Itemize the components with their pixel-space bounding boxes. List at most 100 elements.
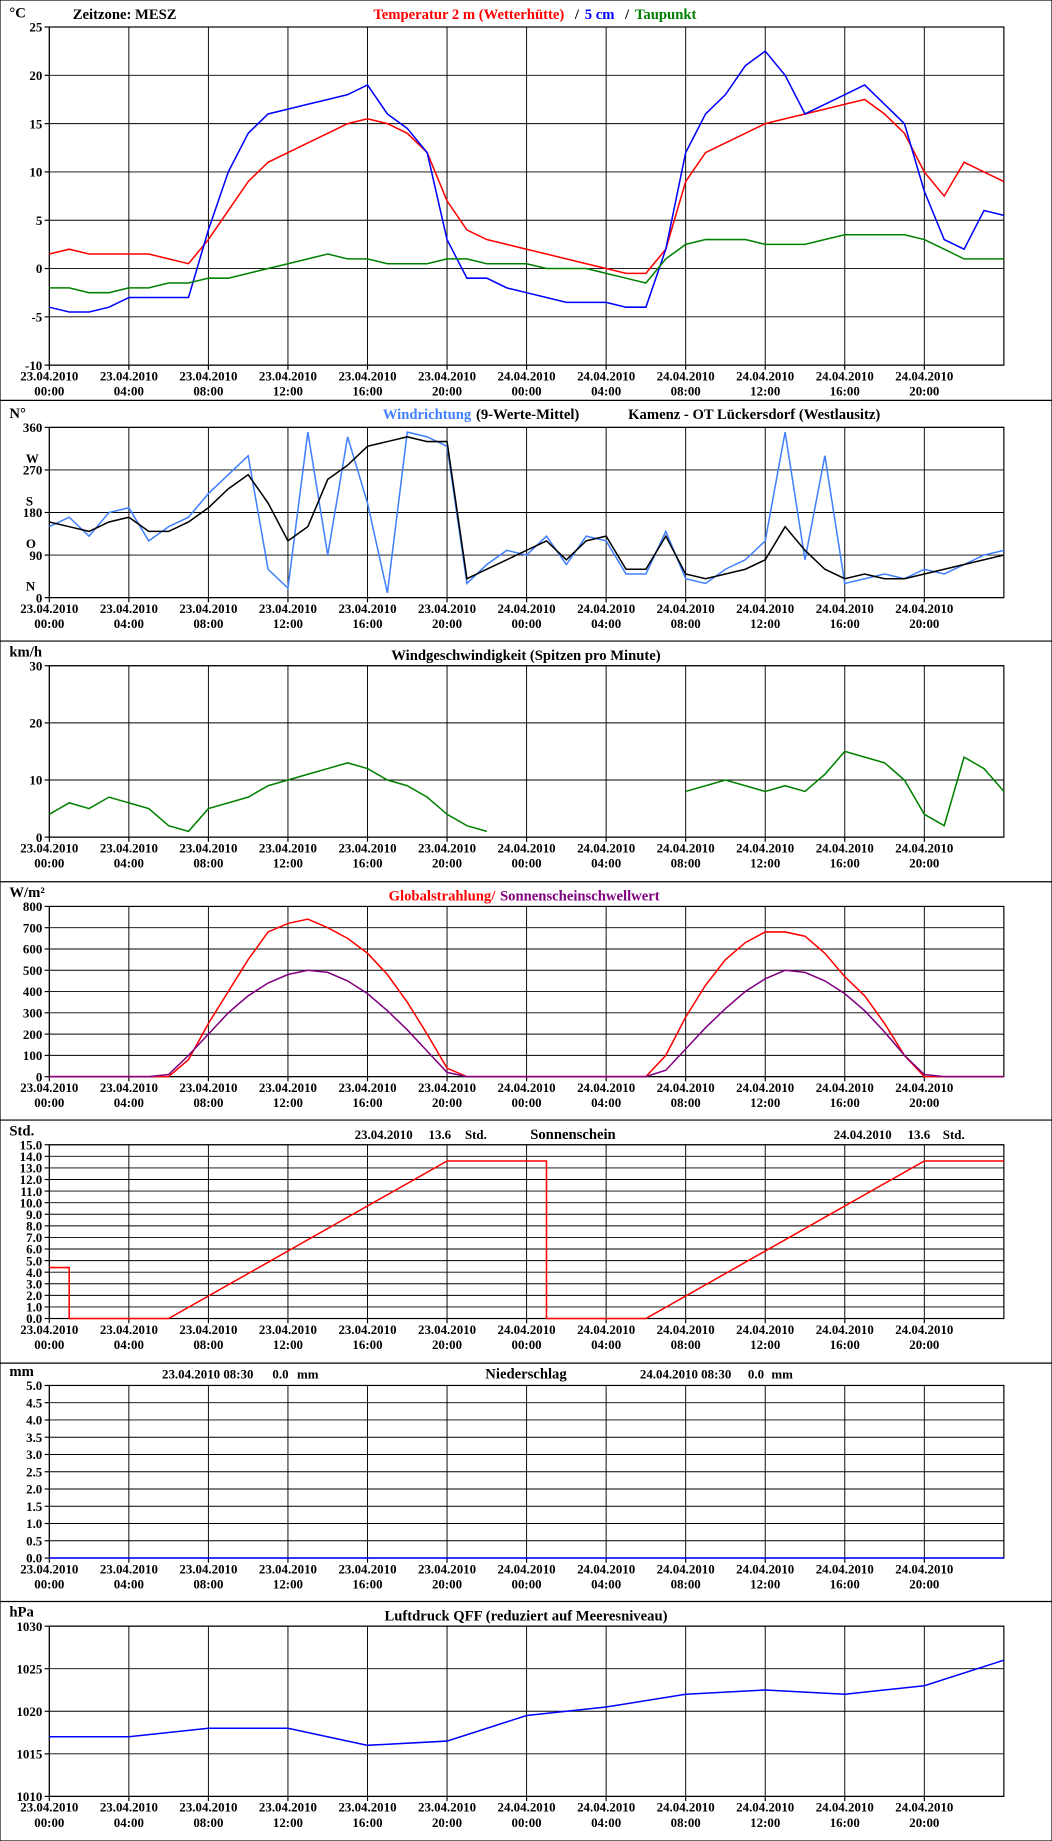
x-tick-label: 24.04.2010 16:00 bbox=[816, 1561, 874, 1591]
x-tick-label: 23.04.2010 04:00 bbox=[100, 368, 158, 398]
x-tick-label: 24.04.2010 16:00 bbox=[816, 368, 874, 398]
x-tick-label: 24.04.2010 08:00 bbox=[657, 1800, 715, 1830]
y-tick-label: 1.0 bbox=[26, 1516, 42, 1531]
y-tick-label: 1010 bbox=[16, 1789, 42, 1804]
y-tick-label: 1030 bbox=[16, 1619, 42, 1634]
unit-label: N° bbox=[9, 406, 26, 422]
x-tick-label: 24.04.2010 08:00 bbox=[657, 1080, 715, 1110]
y-tick-label: 15 bbox=[29, 116, 42, 131]
y-tick-label: 800 bbox=[23, 899, 42, 914]
legend-separator: / bbox=[574, 7, 580, 23]
x-tick-label: 24.04.2010 12:00 bbox=[736, 368, 794, 398]
x-tick-label: 24.04.2010 12:00 bbox=[736, 1322, 794, 1352]
y-tick-label: 4.0 bbox=[26, 1413, 42, 1428]
x-tick-label: 24.04.2010 20:00 bbox=[895, 1561, 953, 1591]
x-tick-label: 24.04.2010 08:00 bbox=[657, 1322, 715, 1352]
y-tick-label: 10 bbox=[29, 165, 42, 180]
chart-title: Sonnenschein bbox=[530, 1127, 616, 1143]
x-tick-label: 23.04.2010 08:00 bbox=[179, 1561, 237, 1591]
x-tick-label: 23.04.2010 04:00 bbox=[100, 840, 158, 870]
x-tick-label: 23.04.2010 12:00 bbox=[259, 1800, 317, 1830]
annotation: 0.0 bbox=[272, 1366, 288, 1381]
series-line bbox=[49, 1160, 1004, 1320]
x-tick-label: 23.04.2010 16:00 bbox=[338, 840, 396, 870]
y-tick-label: 6.0 bbox=[26, 1242, 42, 1257]
x-tick-label: 23.04.2010 16:00 bbox=[338, 368, 396, 398]
annotation: 24.04.2010 bbox=[834, 1127, 892, 1142]
y-tick-label: 13.0 bbox=[20, 1161, 43, 1176]
y-tick-label: 400 bbox=[23, 984, 42, 999]
y-tick-label: 1.0 bbox=[26, 1300, 42, 1315]
y-tick-label: 0.5 bbox=[26, 1533, 42, 1548]
y-tick-label: 700 bbox=[23, 920, 42, 935]
x-tick-label: 24.04.2010 12:00 bbox=[736, 840, 794, 870]
x-tick-label: 24.04.2010 12:00 bbox=[736, 601, 794, 631]
y-tick-label: 5 bbox=[36, 213, 42, 228]
y-tick-label: 180 bbox=[23, 505, 42, 520]
x-tick-label: 24.04.2010 00:00 bbox=[498, 1561, 556, 1591]
y-tick-label: 2.0 bbox=[26, 1288, 42, 1303]
y-tick-label: 20 bbox=[29, 68, 42, 83]
y-tick-label: 0.0 bbox=[26, 1551, 42, 1566]
y-tick-label: 90 bbox=[29, 548, 42, 563]
y-tick-label: -5 bbox=[32, 310, 43, 325]
unit-label: Std. bbox=[9, 1123, 34, 1139]
x-tick-label: 23.04.2010 16:00 bbox=[338, 1800, 396, 1830]
series-line bbox=[49, 233, 1004, 294]
y-tick-label: 2.0 bbox=[26, 1482, 42, 1497]
x-tick-label: 24.04.2010 12:00 bbox=[736, 1561, 794, 1591]
x-tick-label: 24.04.2010 20:00 bbox=[895, 1800, 953, 1830]
annotation: Std. bbox=[465, 1127, 487, 1142]
y-tick-label: 10 bbox=[29, 773, 42, 788]
y-tick-label: 0 bbox=[36, 261, 42, 276]
x-tick-label: 24.04.2010 04:00 bbox=[577, 368, 635, 398]
x-tick-label: 24.04.2010 04:00 bbox=[577, 1561, 635, 1591]
annotation: 13.6 bbox=[429, 1127, 452, 1142]
series-line bbox=[49, 50, 1005, 313]
compass-label: W bbox=[26, 451, 39, 466]
y-tick-label: 7.0 bbox=[26, 1230, 42, 1245]
x-tick-label: 23.04.2010 20:00 bbox=[418, 1322, 476, 1352]
y-tick-label: 20 bbox=[29, 716, 42, 731]
y-tick-label: 5.0 bbox=[26, 1378, 42, 1393]
legend-entry: Globalstrahlung/ bbox=[389, 889, 497, 905]
x-tick-label: 23.04.2010 04:00 bbox=[100, 601, 158, 631]
y-tick-label: 4.5 bbox=[26, 1395, 42, 1410]
annotation: 24.04.2010 08:30 bbox=[640, 1366, 731, 1381]
y-tick-label: 200 bbox=[23, 1027, 42, 1042]
y-tick-label: 1015 bbox=[16, 1747, 42, 1762]
x-tick-label: 23.04.2010 04:00 bbox=[100, 1080, 158, 1110]
x-tick-label: 24.04.2010 20:00 bbox=[895, 1080, 953, 1110]
x-tick-label: 23.04.2010 08:00 bbox=[179, 1322, 237, 1352]
annotation: 0.0 bbox=[748, 1366, 764, 1381]
unit-label: mm bbox=[9, 1364, 33, 1380]
unit-label: W/m² bbox=[9, 885, 45, 901]
legend-entry: 5 cm bbox=[585, 7, 615, 23]
x-tick-label: 24.04.2010 04:00 bbox=[577, 1322, 635, 1352]
y-tick-label: 4.0 bbox=[26, 1265, 42, 1280]
x-tick-label: 23.04.2010 20:00 bbox=[418, 1800, 476, 1830]
series-line bbox=[49, 436, 1005, 580]
y-tick-label: 1025 bbox=[16, 1661, 42, 1676]
x-tick-label: 23.04.2010 12:00 bbox=[259, 1561, 317, 1591]
annotation: Std. bbox=[943, 1127, 965, 1142]
x-tick-label: 23.04.2010 08:00 bbox=[179, 840, 237, 870]
note: Zeitzone: MESZ bbox=[73, 7, 177, 23]
unit-label: hPa bbox=[9, 1605, 34, 1621]
x-tick-label: 23.04.2010 08:00 bbox=[179, 1080, 237, 1110]
y-tick-label: 1020 bbox=[16, 1704, 42, 1719]
legend-separator: / bbox=[624, 7, 630, 23]
x-tick-label: 23.04.2010 08:00 bbox=[179, 368, 237, 398]
x-tick-label: 23.04.2010 00:00 bbox=[20, 368, 78, 398]
x-tick-label: 24.04.2010 00:00 bbox=[498, 1800, 556, 1830]
x-tick-label: 23.04.2010 00:00 bbox=[20, 1800, 78, 1830]
x-tick-label: 24.04.2010 20:00 bbox=[895, 840, 953, 870]
x-tick-label: 24.04.2010 20:00 bbox=[895, 368, 953, 398]
x-tick-label: 23.04.2010 20:00 bbox=[418, 1080, 476, 1110]
y-tick-label: 0 bbox=[36, 590, 42, 605]
y-tick-label: 8.0 bbox=[26, 1219, 42, 1234]
x-tick-label: 23.04.2010 00:00 bbox=[20, 1322, 78, 1352]
x-tick-label: 24.04.2010 00:00 bbox=[498, 368, 556, 398]
y-tick-label: 3.0 bbox=[26, 1276, 42, 1291]
